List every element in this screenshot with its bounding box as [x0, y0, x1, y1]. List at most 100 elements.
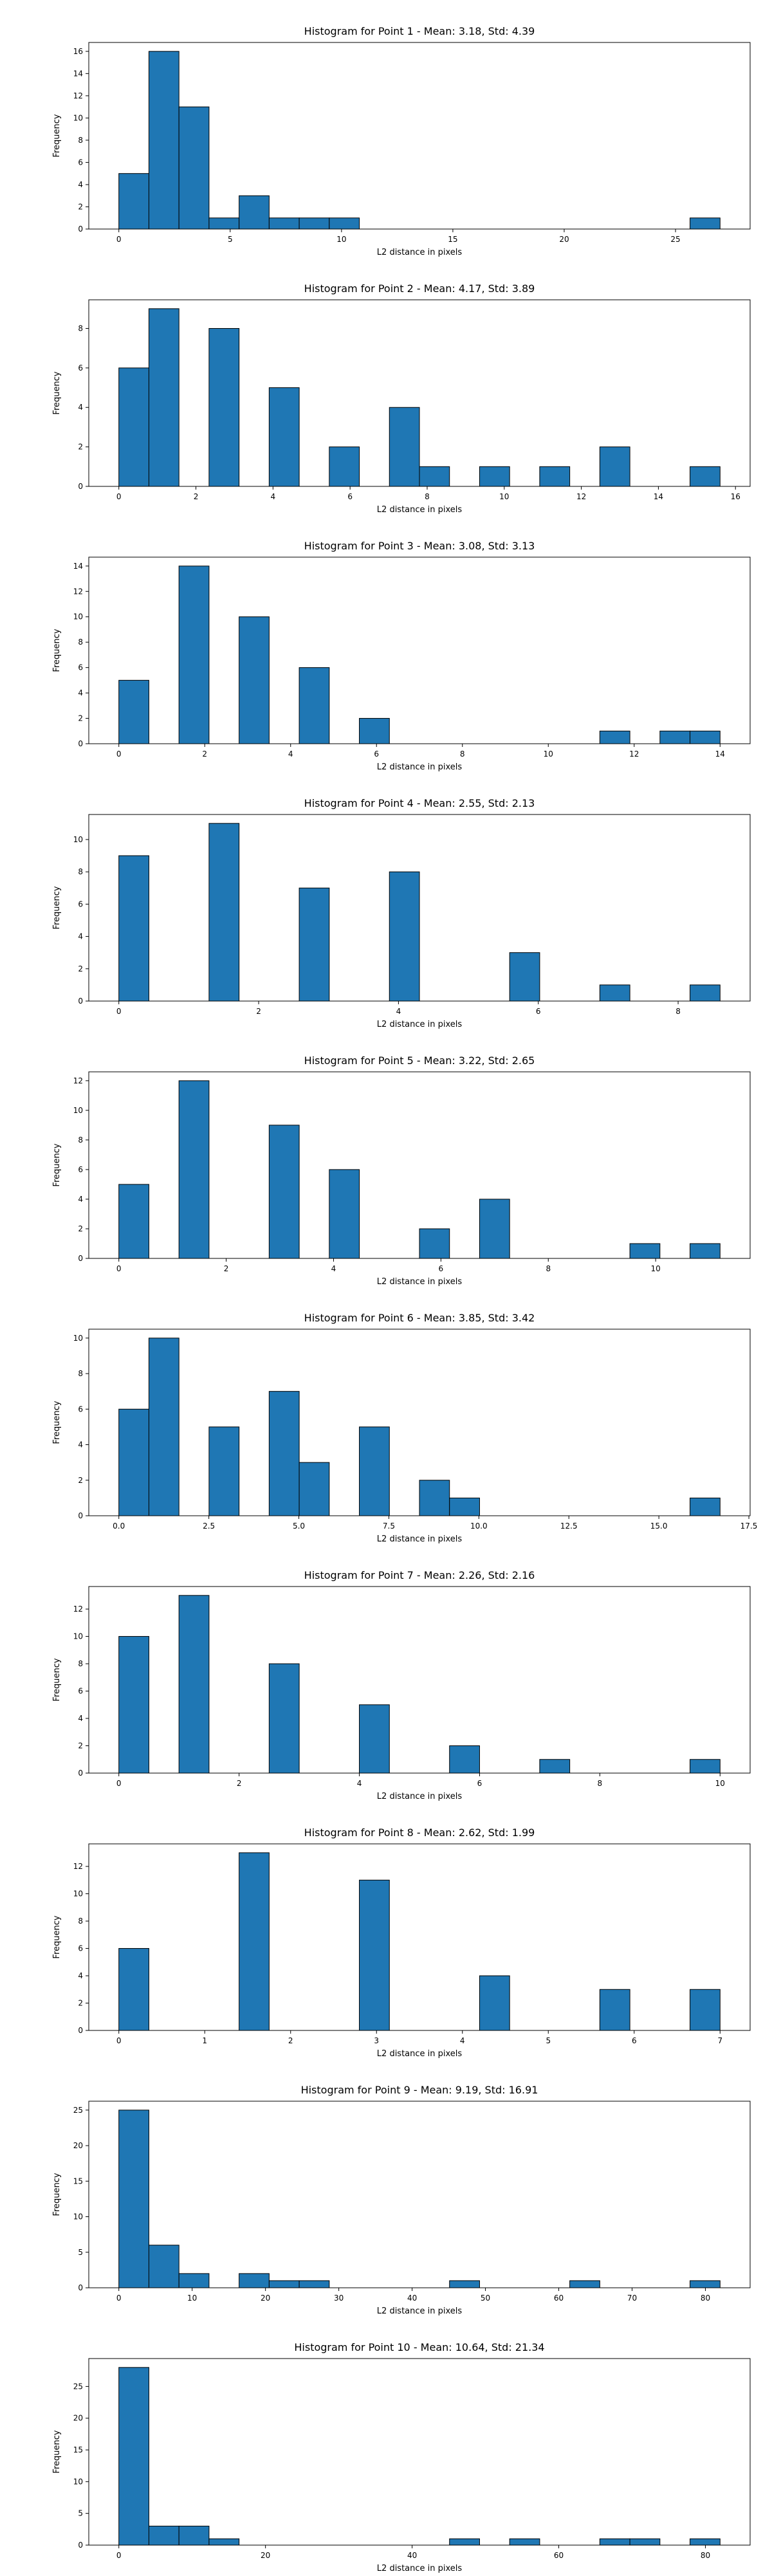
x-tick-label: 3 [374, 2036, 379, 2045]
axes-frame [88, 1071, 751, 1259]
bars [118, 1595, 721, 1774]
histogram-bar [178, 566, 210, 744]
y-tick-label: 10 [73, 1334, 83, 1343]
histogram-bar [299, 2280, 330, 2288]
histogram-bar [239, 1852, 270, 2031]
y-tick-label: 2 [78, 1742, 83, 1751]
x-axis-ticks: 0 2 4 6 8 10 12 14 [116, 744, 725, 759]
histogram-bar [690, 217, 721, 230]
histogram-bar [118, 679, 149, 744]
x-tick-label: 0 [116, 1264, 122, 1273]
chart-title: Histogram for Point 6 - Mean: 3.85, Std:… [304, 1312, 535, 1324]
x-tick-label: 0 [116, 235, 122, 244]
histogram-bar [389, 407, 420, 487]
y-tick-label: 0 [78, 482, 83, 491]
y-tick-label: 4 [78, 1195, 83, 1204]
x-tick-label: 20 [261, 2294, 270, 2303]
y-tick-label: 15 [73, 2176, 83, 2185]
histogram-bar [208, 2538, 240, 2546]
x-tick-label: 80 [701, 2551, 710, 2560]
x-axis-label: L2 distance in pixels [377, 1277, 463, 1287]
y-tick-label: 0 [78, 1769, 83, 1778]
histogram-bar [239, 195, 270, 230]
histogram-bar [479, 466, 510, 487]
x-axis-ticks: 0 2 4 6 8 10 [116, 1258, 661, 1273]
chart-title: Histogram for Point 7 - Mean: 2.26, Std:… [304, 1569, 535, 1581]
x-tick-label: 0 [116, 2294, 122, 2303]
histogram-bar [690, 466, 721, 487]
histogram-panel-3: Histogram for Point 3 - Mean: 3.08, Std:… [52, 540, 751, 772]
y-tick-label: 0 [78, 2541, 83, 2550]
x-tick-label: 5 [228, 235, 233, 244]
histogram-bar [148, 1338, 179, 1516]
y-tick-label: 10 [73, 1632, 83, 1641]
y-tick-label: 6 [78, 1165, 83, 1174]
histogram-bar [208, 327, 240, 487]
y-tick-label: 4 [78, 180, 83, 189]
x-tick-label: 2 [224, 1264, 229, 1273]
bars [118, 823, 721, 1002]
histogram-panel-7: Histogram for Point 7 - Mean: 2.26, Std:… [52, 1569, 751, 1801]
x-axis-label: L2 distance in pixels [377, 2564, 463, 2573]
histogram-bar [148, 51, 179, 230]
x-tick-label: 7.5 [383, 1522, 395, 1531]
histogram-bar [449, 1497, 480, 1516]
axes-frame [88, 2101, 751, 2288]
histogram-panel-1: Histogram for Point 1 - Mean: 3.18, Std:… [52, 25, 751, 257]
histogram-panel-2: Histogram for Point 2 - Mean: 4.17, Std:… [52, 282, 751, 515]
x-tick-label: 6 [477, 1779, 482, 1788]
y-axis-label: Frequency [52, 886, 62, 929]
x-axis-ticks: 0 2 4 6 8 [116, 1001, 681, 1016]
x-tick-label: 40 [407, 2294, 417, 2303]
x-axis-label: L2 distance in pixels [377, 2049, 463, 2059]
x-tick-label: 12 [629, 750, 639, 759]
histogram-bar [299, 1462, 330, 1516]
y-tick-label: 16 [73, 47, 83, 56]
x-tick-label: 6 [632, 2036, 637, 2045]
x-tick-label: 6 [536, 1007, 541, 1016]
axes-frame [88, 42, 751, 230]
x-tick-label: 0 [116, 1007, 122, 1016]
histogram-bar [359, 1426, 390, 1516]
y-tick-label: 14 [73, 562, 83, 571]
histogram-bar [629, 1243, 661, 1259]
y-axis-label: Frequency [52, 1915, 62, 1958]
x-tick-label: 6 [439, 1264, 444, 1273]
histogram-bar [659, 730, 691, 744]
bars [118, 2110, 721, 2288]
y-tick-label: 8 [78, 638, 83, 647]
y-tick-label: 0 [78, 997, 83, 1006]
y-tick-label: 4 [78, 1971, 83, 1980]
y-tick-label: 6 [78, 158, 83, 167]
y-tick-label: 25 [73, 2106, 83, 2115]
bars [118, 308, 721, 487]
y-tick-label: 12 [73, 587, 83, 596]
y-tick-label: 10 [73, 1106, 83, 1115]
x-tick-label: 16 [731, 492, 740, 501]
x-tick-label: 8 [546, 1264, 551, 1273]
histogram-bar [599, 984, 630, 1002]
y-tick-label: 8 [78, 1917, 83, 1926]
y-tick-label: 4 [78, 403, 83, 412]
histogram-bar [208, 217, 240, 230]
histogram-bar [148, 2245, 179, 2288]
x-tick-label: 5.0 [293, 1522, 305, 1531]
x-tick-label: 4 [460, 2036, 465, 2045]
y-tick-label: 8 [78, 1369, 83, 1378]
histogram-bar [479, 1975, 510, 2031]
y-tick-label: 6 [78, 1944, 83, 1953]
histogram-bar [148, 2525, 179, 2546]
y-tick-label: 0 [78, 739, 83, 748]
histogram-bar [299, 217, 330, 230]
chart-title: Histogram for Point 10 - Mean: 10.64, St… [294, 2341, 544, 2353]
y-tick-label: 2 [78, 443, 83, 452]
x-tick-label: 2 [288, 2036, 293, 2045]
x-axis-ticks: 0 10 20 30 40 50 60 70 80 [116, 2288, 710, 2303]
x-tick-label: 10 [544, 750, 553, 759]
bars [118, 51, 721, 230]
x-axis-label: L2 distance in pixels [377, 248, 463, 257]
x-tick-label: 8 [460, 750, 465, 759]
x-tick-label: 4 [271, 492, 276, 501]
histogram-bar [419, 1480, 450, 1516]
y-tick-label: 2 [78, 714, 83, 723]
